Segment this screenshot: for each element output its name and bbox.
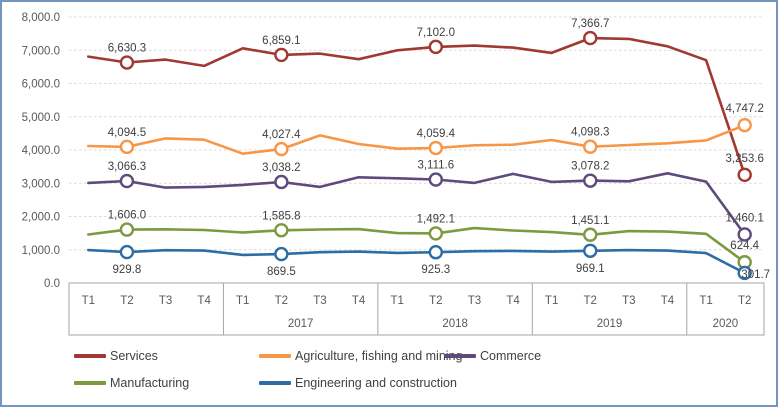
x-axis-quarter-label: T2 bbox=[584, 295, 597, 307]
series-marker-commerce bbox=[428, 172, 444, 187]
y-axis-tick-label: 6,000.0 bbox=[22, 79, 60, 91]
y-axis-tick-label: 7,000.0 bbox=[22, 45, 60, 57]
series-line-engineering-and-construction bbox=[87, 248, 747, 275]
x-axis-quarter-label: T4 bbox=[506, 295, 520, 307]
data-label-manufacturing: 1,451.1 bbox=[571, 215, 609, 227]
series-marker-commerce bbox=[583, 173, 598, 188]
data-label-commerce: 3,111.6 bbox=[417, 160, 454, 172]
x-axis-quarter-label: T2 bbox=[429, 295, 442, 307]
x-axis-year-label: 2017 bbox=[288, 318, 314, 330]
series-marker-agriculture-fishing-and-mining bbox=[274, 141, 289, 157]
data-label-engineering-and-construction: 301.7 bbox=[741, 269, 770, 281]
data-label-agriculture-fishing-and-mining: 4,098.3 bbox=[571, 127, 609, 139]
data-label-agriculture-fishing-and-mining: 4,747.2 bbox=[726, 103, 764, 115]
x-axis-quarter-label: T1 bbox=[82, 295, 95, 307]
data-label-commerce: 3,066.3 bbox=[108, 161, 146, 173]
series-marker-services bbox=[428, 39, 444, 55]
series-marker-manufacturing bbox=[119, 222, 135, 237]
series-marker-manufacturing bbox=[428, 226, 444, 241]
x-axis-quarter-label: T3 bbox=[622, 295, 635, 307]
data-label-commerce: 3,078.2 bbox=[571, 161, 609, 173]
x-axis-quarter-label: T2 bbox=[120, 295, 133, 307]
series-marker-services bbox=[274, 47, 289, 63]
x-axis-quarter-label: T2 bbox=[738, 295, 751, 307]
x-axis-quarter-label: T4 bbox=[352, 295, 366, 307]
series-marker-manufacturing bbox=[583, 227, 598, 242]
x-axis-band bbox=[68, 282, 765, 336]
data-label-agriculture-fishing-and-mining: 4,059.4 bbox=[417, 128, 456, 140]
series-marker-engineering-and-construction bbox=[274, 246, 289, 262]
series-marker-engineering-and-construction bbox=[119, 244, 135, 260]
series-marker-agriculture-fishing-and-mining bbox=[583, 139, 598, 154]
series-marker-services bbox=[119, 55, 135, 70]
series-line-commerce bbox=[87, 172, 747, 236]
series-marker-services bbox=[737, 167, 752, 183]
series-marker-agriculture-fishing-and-mining bbox=[737, 117, 752, 133]
series-marker-agriculture-fishing-and-mining bbox=[119, 139, 135, 155]
x-axis-quarter-label: T2 bbox=[275, 295, 288, 307]
series-line-manufacturing bbox=[87, 226, 747, 264]
series-line-services bbox=[87, 36, 747, 177]
y-axis-tick-label: 3,000.0 bbox=[22, 178, 60, 190]
y-axis-tick-label: 4,000.0 bbox=[22, 145, 60, 157]
data-label-engineering-and-construction: 869.5 bbox=[267, 266, 296, 278]
data-label-manufacturing: 1,585.8 bbox=[262, 210, 300, 222]
data-label-engineering-and-construction: 925.3 bbox=[421, 264, 450, 276]
series-marker-commerce bbox=[119, 173, 135, 189]
data-label-commerce: 3,038.2 bbox=[262, 162, 300, 174]
series-marker-manufacturing bbox=[274, 223, 289, 238]
data-label-services: 6,859.1 bbox=[262, 35, 300, 47]
series-marker-engineering-and-construction bbox=[737, 265, 752, 281]
x-axis-quarter-label: T3 bbox=[313, 295, 326, 307]
data-label-manufacturing: 1,492.1 bbox=[417, 213, 455, 225]
y-axis-tick-label: 1,000.0 bbox=[22, 245, 60, 257]
series-marker-engineering-and-construction bbox=[583, 243, 598, 258]
data-label-services: 7,102.0 bbox=[417, 27, 455, 39]
series-line-agriculture-fishing-and-mining bbox=[87, 123, 747, 155]
data-label-services: 6,630.3 bbox=[108, 43, 146, 55]
data-label-agriculture-fishing-and-mining: 4,094.5 bbox=[108, 127, 146, 139]
x-axis-quarter-label: T4 bbox=[197, 295, 211, 307]
data-label-manufacturing: 624.4 bbox=[730, 240, 759, 252]
x-axis-quarter-label: T3 bbox=[159, 295, 172, 307]
y-axis-tick-label: 5,000.0 bbox=[22, 112, 60, 124]
x-axis-quarter-label: T1 bbox=[236, 295, 249, 307]
x-axis-quarter-label: T3 bbox=[468, 295, 481, 307]
x-axis-year-label: 2020 bbox=[713, 318, 739, 330]
x-axis-quarter-label: T4 bbox=[661, 295, 675, 307]
data-label-services: 3,253.6 bbox=[726, 153, 764, 165]
data-label-manufacturing: 1,606.0 bbox=[108, 210, 146, 222]
x-axis-quarter-label: T1 bbox=[699, 295, 712, 307]
series-marker-commerce bbox=[274, 174, 289, 190]
x-axis-year-label: 2019 bbox=[597, 318, 623, 330]
y-axis-tick-label: 0.0 bbox=[44, 278, 60, 290]
series-marker-agriculture-fishing-and-mining bbox=[428, 140, 444, 156]
x-axis-quarter-label: T1 bbox=[390, 295, 403, 307]
x-axis-year-label: 2018 bbox=[442, 318, 468, 330]
series-marker-commerce bbox=[737, 227, 752, 242]
x-axis-quarter-label: T1 bbox=[545, 295, 558, 307]
data-label-engineering-and-construction: 969.1 bbox=[576, 263, 605, 275]
y-axis-tick-label: 8,000.0 bbox=[22, 12, 60, 24]
series-marker-services bbox=[583, 30, 598, 46]
data-label-commerce: 1,460.1 bbox=[726, 212, 764, 224]
data-label-engineering-and-construction: 929.8 bbox=[113, 264, 142, 276]
data-label-agriculture-fishing-and-mining: 4,027.4 bbox=[262, 129, 301, 141]
series-marker-engineering-and-construction bbox=[428, 245, 444, 260]
y-axis-tick-label: 2,000.0 bbox=[22, 212, 60, 224]
data-label-services: 7,366.7 bbox=[571, 18, 609, 30]
